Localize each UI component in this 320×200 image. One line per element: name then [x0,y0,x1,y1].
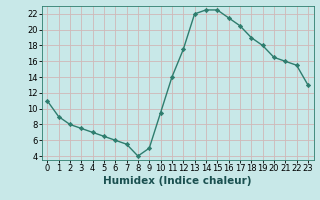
X-axis label: Humidex (Indice chaleur): Humidex (Indice chaleur) [103,176,252,186]
